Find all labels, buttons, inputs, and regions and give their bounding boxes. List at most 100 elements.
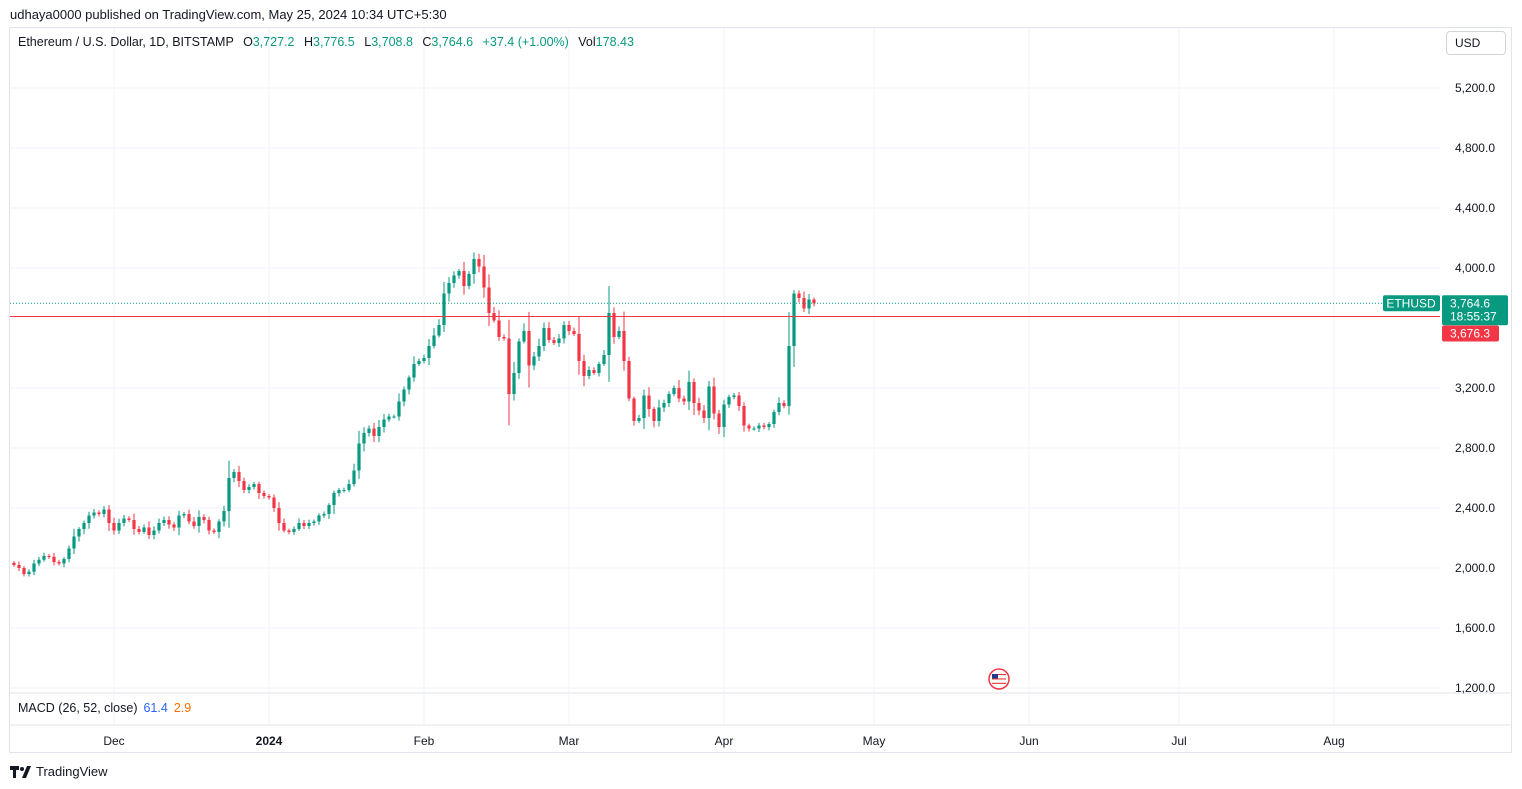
horizontal-line-label: 3,676.3 [1450, 327, 1490, 341]
open-label: O [243, 35, 253, 49]
candle [152, 526, 156, 540]
candle-body [87, 515, 91, 523]
candle [182, 512, 186, 519]
currency-button[interactable]: USD [1446, 31, 1506, 55]
candle-body [727, 397, 731, 405]
candle [442, 281, 446, 332]
candle-body [672, 388, 676, 394]
price-labels: ETHUSD 3,764.618:55:37 3,676.3 [1383, 295, 1508, 342]
candle [357, 430, 361, 479]
candle-body [702, 410, 706, 418]
candle-body [442, 293, 446, 325]
candle-body [152, 530, 156, 535]
candle-body [747, 425, 751, 429]
candle [27, 569, 31, 577]
candle [192, 517, 196, 529]
candle-body [247, 487, 251, 490]
candle [662, 399, 666, 412]
candle [467, 271, 471, 290]
open-value: 3,727.2 [252, 35, 295, 49]
candle [277, 502, 281, 531]
candle-body [682, 398, 686, 402]
candle [522, 323, 526, 344]
candle [57, 559, 61, 566]
candle [647, 387, 651, 417]
candle-body [467, 274, 471, 286]
candle [737, 391, 741, 412]
candle [527, 311, 531, 388]
tradingview-brand[interactable]: TradingView [10, 764, 108, 779]
candle-body [262, 493, 266, 496]
candle [627, 356, 631, 402]
candle-body [112, 523, 116, 531]
candle-body [72, 536, 76, 549]
candle [237, 465, 241, 488]
candle-body [612, 313, 616, 337]
candle [447, 277, 451, 302]
candle-body [557, 338, 561, 343]
candle-body [237, 472, 241, 481]
candle-body [532, 356, 536, 366]
candle-body [37, 559, 41, 564]
candle [92, 509, 96, 519]
candlestick-series [12, 252, 816, 577]
countdown-label: 18:55:37 [1450, 309, 1497, 323]
candle [257, 481, 261, 500]
candle-body [17, 565, 21, 568]
candle-body [127, 518, 131, 520]
candle-body [267, 496, 271, 498]
y-tick-label: 1,200.0 [1455, 681, 1495, 695]
candle-body [217, 521, 221, 532]
candle-body [92, 512, 96, 516]
candle [397, 393, 401, 421]
candle [772, 409, 776, 428]
symbol-title: Ethereum / U.S. Dollar, 1D, BITSTAMP [18, 35, 234, 49]
candle [77, 527, 81, 542]
candle-body [347, 484, 351, 490]
candle [552, 336, 556, 345]
candle-body [717, 413, 721, 427]
y-tick-label: 5,200.0 [1455, 81, 1495, 95]
candle [202, 514, 206, 524]
y-tick-label: 4,000.0 [1455, 261, 1495, 275]
candle-body [297, 523, 301, 529]
candle-body [577, 334, 581, 361]
candle [532, 352, 536, 371]
candle-body [302, 523, 306, 526]
candle-body [222, 511, 226, 522]
candle-body [657, 407, 661, 421]
candle-body [482, 266, 486, 288]
candle-body [597, 364, 601, 373]
candle [332, 490, 336, 514]
candle [387, 413, 391, 422]
candle [217, 519, 221, 539]
candle-body [692, 382, 696, 403]
candle-body [537, 346, 541, 357]
candle [502, 334, 506, 341]
candle [557, 334, 561, 347]
candle-body [137, 529, 141, 532]
x-tick-label: 2024 [256, 734, 283, 748]
x-tick-label: Aug [1323, 734, 1344, 748]
candle [477, 253, 481, 273]
candle [107, 505, 111, 531]
x-tick-label: Apr [715, 734, 734, 748]
candle-body [587, 370, 591, 376]
candle-body [552, 340, 556, 343]
candle [227, 460, 231, 528]
symbol-legend: Ethereum / U.S. Dollar, 1D, BITSTAMP O3,… [18, 35, 634, 49]
candle-body [202, 517, 206, 520]
candle-body [707, 386, 711, 418]
candle [392, 414, 396, 419]
candle-body [757, 425, 761, 429]
volume-value: 178.43 [595, 35, 634, 49]
candle-body [802, 298, 806, 309]
horizontal-line-label-bg [1442, 325, 1499, 342]
us-flag-icon[interactable] [988, 668, 1010, 690]
macd-signal-value: 2.9 [173, 701, 192, 715]
candle-body [422, 358, 426, 361]
candle [652, 406, 656, 428]
candle-body [582, 361, 586, 376]
candle-body [227, 478, 231, 511]
